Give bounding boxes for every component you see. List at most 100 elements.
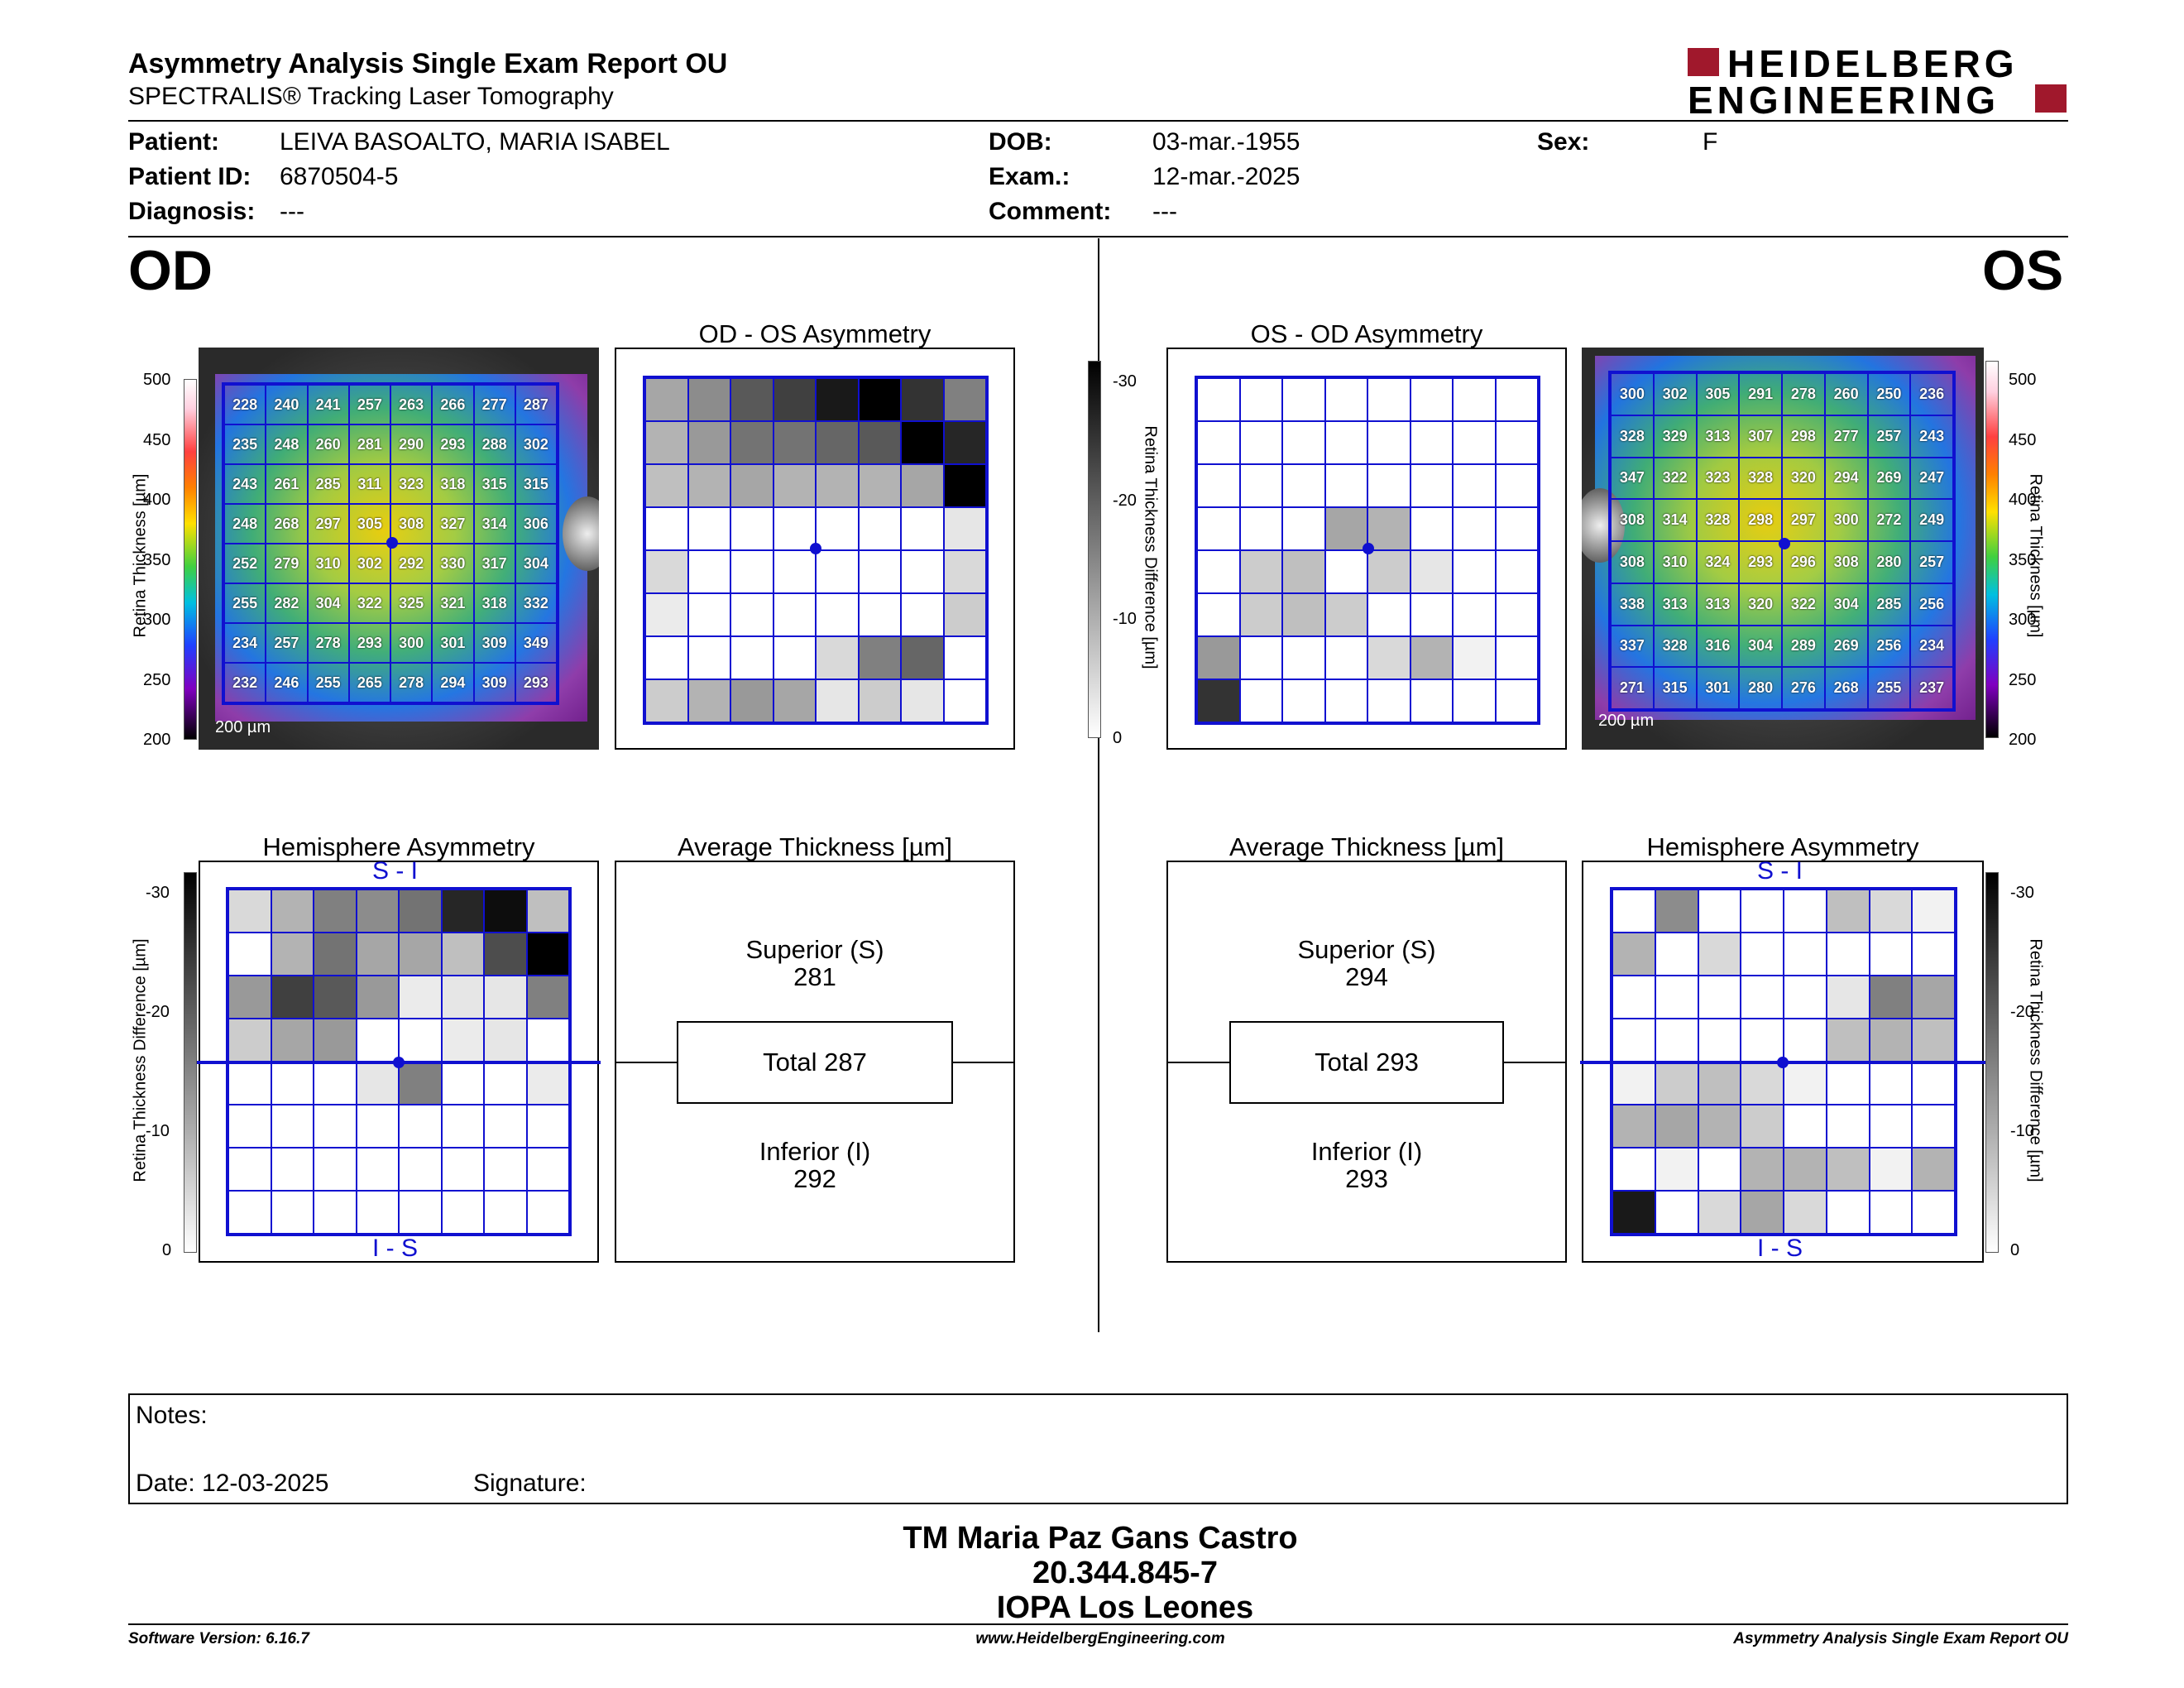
tick: 0 bbox=[1113, 729, 1123, 747]
tick: 350 bbox=[143, 551, 171, 569]
optic-nerve bbox=[1582, 488, 1625, 563]
grid-cell bbox=[1410, 378, 1453, 421]
grid-cell bbox=[1197, 593, 1240, 636]
grid-cell bbox=[271, 976, 314, 1019]
grid-cell bbox=[1869, 1148, 1913, 1191]
thickness-cell: 266 bbox=[432, 385, 474, 424]
thickness-cell: 293 bbox=[432, 424, 474, 464]
grid-cell bbox=[1869, 1105, 1913, 1148]
grid-cell bbox=[1612, 976, 1655, 1019]
grid-cell bbox=[943, 550, 986, 593]
grid-cell bbox=[1741, 890, 1784, 933]
grid-cell bbox=[1495, 378, 1538, 421]
thickness-cell: 302 bbox=[348, 544, 390, 583]
thickness-cell: 308 bbox=[1611, 541, 1654, 583]
grid-cell bbox=[1741, 1019, 1784, 1062]
grid-cell bbox=[1826, 1105, 1870, 1148]
grid-cell bbox=[484, 976, 527, 1019]
grid-cell bbox=[1367, 636, 1410, 679]
grid-cell bbox=[484, 890, 527, 933]
grid-cell bbox=[1655, 933, 1698, 976]
grid-cell bbox=[645, 679, 688, 722]
thickness-cell: 289 bbox=[1782, 625, 1825, 668]
grid-cell bbox=[1282, 679, 1325, 722]
thickness-cell: 315 bbox=[473, 464, 515, 504]
thickness-cell: 310 bbox=[1653, 541, 1697, 583]
grid-cell bbox=[1784, 976, 1827, 1019]
grid-cell bbox=[228, 976, 271, 1019]
grid-cell bbox=[1698, 1062, 1741, 1105]
grid-cell bbox=[271, 890, 314, 933]
grid-cell bbox=[687, 507, 730, 550]
od-hemi-grid bbox=[226, 887, 572, 1236]
grid-cell bbox=[1282, 550, 1325, 593]
thickness-cell: 296 bbox=[1782, 541, 1825, 583]
thickness-cell: 308 bbox=[1824, 541, 1868, 583]
grid-cell bbox=[441, 1148, 484, 1191]
grid-cell bbox=[1784, 933, 1827, 976]
os-eye-label: OS bbox=[1982, 239, 2064, 302]
signatory-name: TM Maria Paz Gans Castro bbox=[903, 1521, 1298, 1556]
od-thickness-grid: 228 240 241 257 263 266 277 287 235 248 260 281 290 2… bbox=[222, 382, 559, 705]
grid-cell bbox=[1239, 593, 1282, 636]
diagnosis-value: --- bbox=[280, 198, 304, 225]
grid-cell bbox=[1869, 933, 1913, 976]
thickness-cell: 293 bbox=[348, 623, 390, 663]
comment-label: Comment: bbox=[989, 198, 1112, 225]
grid-cell bbox=[1784, 1148, 1827, 1191]
grid-cell bbox=[1698, 1191, 1741, 1234]
grid-cell bbox=[645, 464, 688, 507]
grid-cell bbox=[1655, 890, 1698, 933]
thickness-cell: 268 bbox=[1824, 667, 1868, 709]
grid-cell bbox=[773, 636, 816, 679]
thickness-cell: 315 bbox=[1653, 667, 1697, 709]
grid-cell bbox=[1282, 636, 1325, 679]
grid-cell bbox=[1912, 1105, 1955, 1148]
grid-cell bbox=[1495, 421, 1538, 464]
os-hemi-grid bbox=[1610, 887, 1957, 1236]
tick: 500 bbox=[2009, 371, 2037, 389]
thickness-cell: 315 bbox=[515, 464, 557, 504]
grid-cell bbox=[1239, 378, 1282, 421]
grid-cell bbox=[1239, 464, 1282, 507]
od-hemi-scale bbox=[184, 872, 197, 1253]
thickness-cell: 305 bbox=[348, 504, 390, 544]
grid-cell bbox=[271, 1019, 314, 1062]
thickness-cell: 249 bbox=[1910, 499, 1953, 541]
thickness-cell: 298 bbox=[1739, 499, 1782, 541]
thickness-cell: 328 bbox=[1696, 499, 1740, 541]
thickness-cell: 337 bbox=[1611, 625, 1654, 668]
thickness-cell: 305 bbox=[1696, 373, 1740, 415]
tick: 450 bbox=[2009, 431, 2037, 449]
thickness-cell: 291 bbox=[1739, 373, 1782, 415]
grid-cell bbox=[526, 933, 569, 976]
patient-name: LEIVA BASOALTO, MARIA ISABEL bbox=[280, 128, 670, 156]
grid-cell bbox=[1741, 1191, 1784, 1234]
grid-cell bbox=[1912, 1062, 1955, 1105]
grid-cell bbox=[356, 890, 399, 933]
notes-box[interactable] bbox=[128, 1393, 2068, 1504]
thickness-cell: 301 bbox=[1696, 667, 1740, 709]
grid-cell bbox=[1698, 890, 1741, 933]
tick: 400 bbox=[143, 491, 171, 509]
grid-cell bbox=[1741, 933, 1784, 976]
thickness-cell: 276 bbox=[1782, 667, 1825, 709]
sex-label: Sex: bbox=[1537, 128, 1590, 156]
grid-cell bbox=[314, 1191, 357, 1234]
grid-cell bbox=[441, 1019, 484, 1062]
grid-cell bbox=[1912, 890, 1955, 933]
grid-cell bbox=[1324, 550, 1367, 593]
grid-cell bbox=[526, 1148, 569, 1191]
notes-label: Notes: bbox=[136, 1402, 208, 1429]
grid-cell bbox=[730, 636, 774, 679]
grid-cell bbox=[773, 593, 816, 636]
grid-cell bbox=[730, 593, 774, 636]
grid-cell bbox=[687, 679, 730, 722]
thickness-cell: 250 bbox=[1867, 373, 1911, 415]
od-superior-value: 281 bbox=[793, 962, 836, 991]
thickness-cell: 255 bbox=[1867, 667, 1911, 709]
grid-cell bbox=[1282, 421, 1325, 464]
grid-cell bbox=[271, 1105, 314, 1148]
grid-cell bbox=[1495, 507, 1538, 550]
website-link[interactable]: www.HeidelbergEngineering.com bbox=[975, 1630, 1225, 1647]
